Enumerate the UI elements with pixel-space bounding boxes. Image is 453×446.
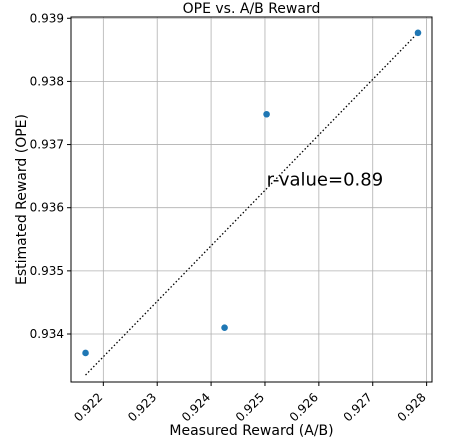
y-tick-label: 0.939 bbox=[30, 11, 64, 25]
trendline bbox=[85, 32, 419, 376]
y-axis-label: Estimated Reward (OPE) bbox=[14, 114, 30, 285]
x-tick-label: 0.928 bbox=[395, 390, 429, 424]
x-axis-label: Measured Reward (A/B) bbox=[169, 423, 333, 439]
points-group bbox=[82, 29, 422, 357]
x-tick-label: 0.927 bbox=[341, 390, 375, 424]
y-tick-label: 0.935 bbox=[30, 264, 64, 278]
r-value-annotation: r-value=0.89 bbox=[267, 169, 384, 190]
data-point bbox=[263, 110, 270, 118]
x-tick-label: 0.924 bbox=[179, 390, 213, 424]
trendline-group bbox=[85, 32, 419, 376]
data-point bbox=[82, 349, 89, 357]
y-tick-label: 0.938 bbox=[30, 74, 64, 88]
y-tick-label: 0.937 bbox=[30, 138, 64, 152]
data-point bbox=[221, 324, 228, 331]
grid bbox=[71, 17, 432, 382]
x-tick-label: 0.926 bbox=[287, 390, 321, 424]
y-tick-label: 0.936 bbox=[30, 201, 64, 215]
plot-frame bbox=[70, 16, 433, 383]
x-tick-label: 0.923 bbox=[125, 390, 159, 424]
chart-title: OPE vs. A/B Reward bbox=[183, 1, 321, 17]
x-tick-label: 0.922 bbox=[71, 390, 105, 424]
ticks: 0.922 0.923 0.924 0.925 0.926 0.927 0.928 0.934… bbox=[30, 11, 429, 424]
data-point bbox=[414, 29, 422, 37]
y-tick-label: 0.934 bbox=[30, 327, 64, 341]
x-tick-label: 0.925 bbox=[233, 390, 267, 424]
